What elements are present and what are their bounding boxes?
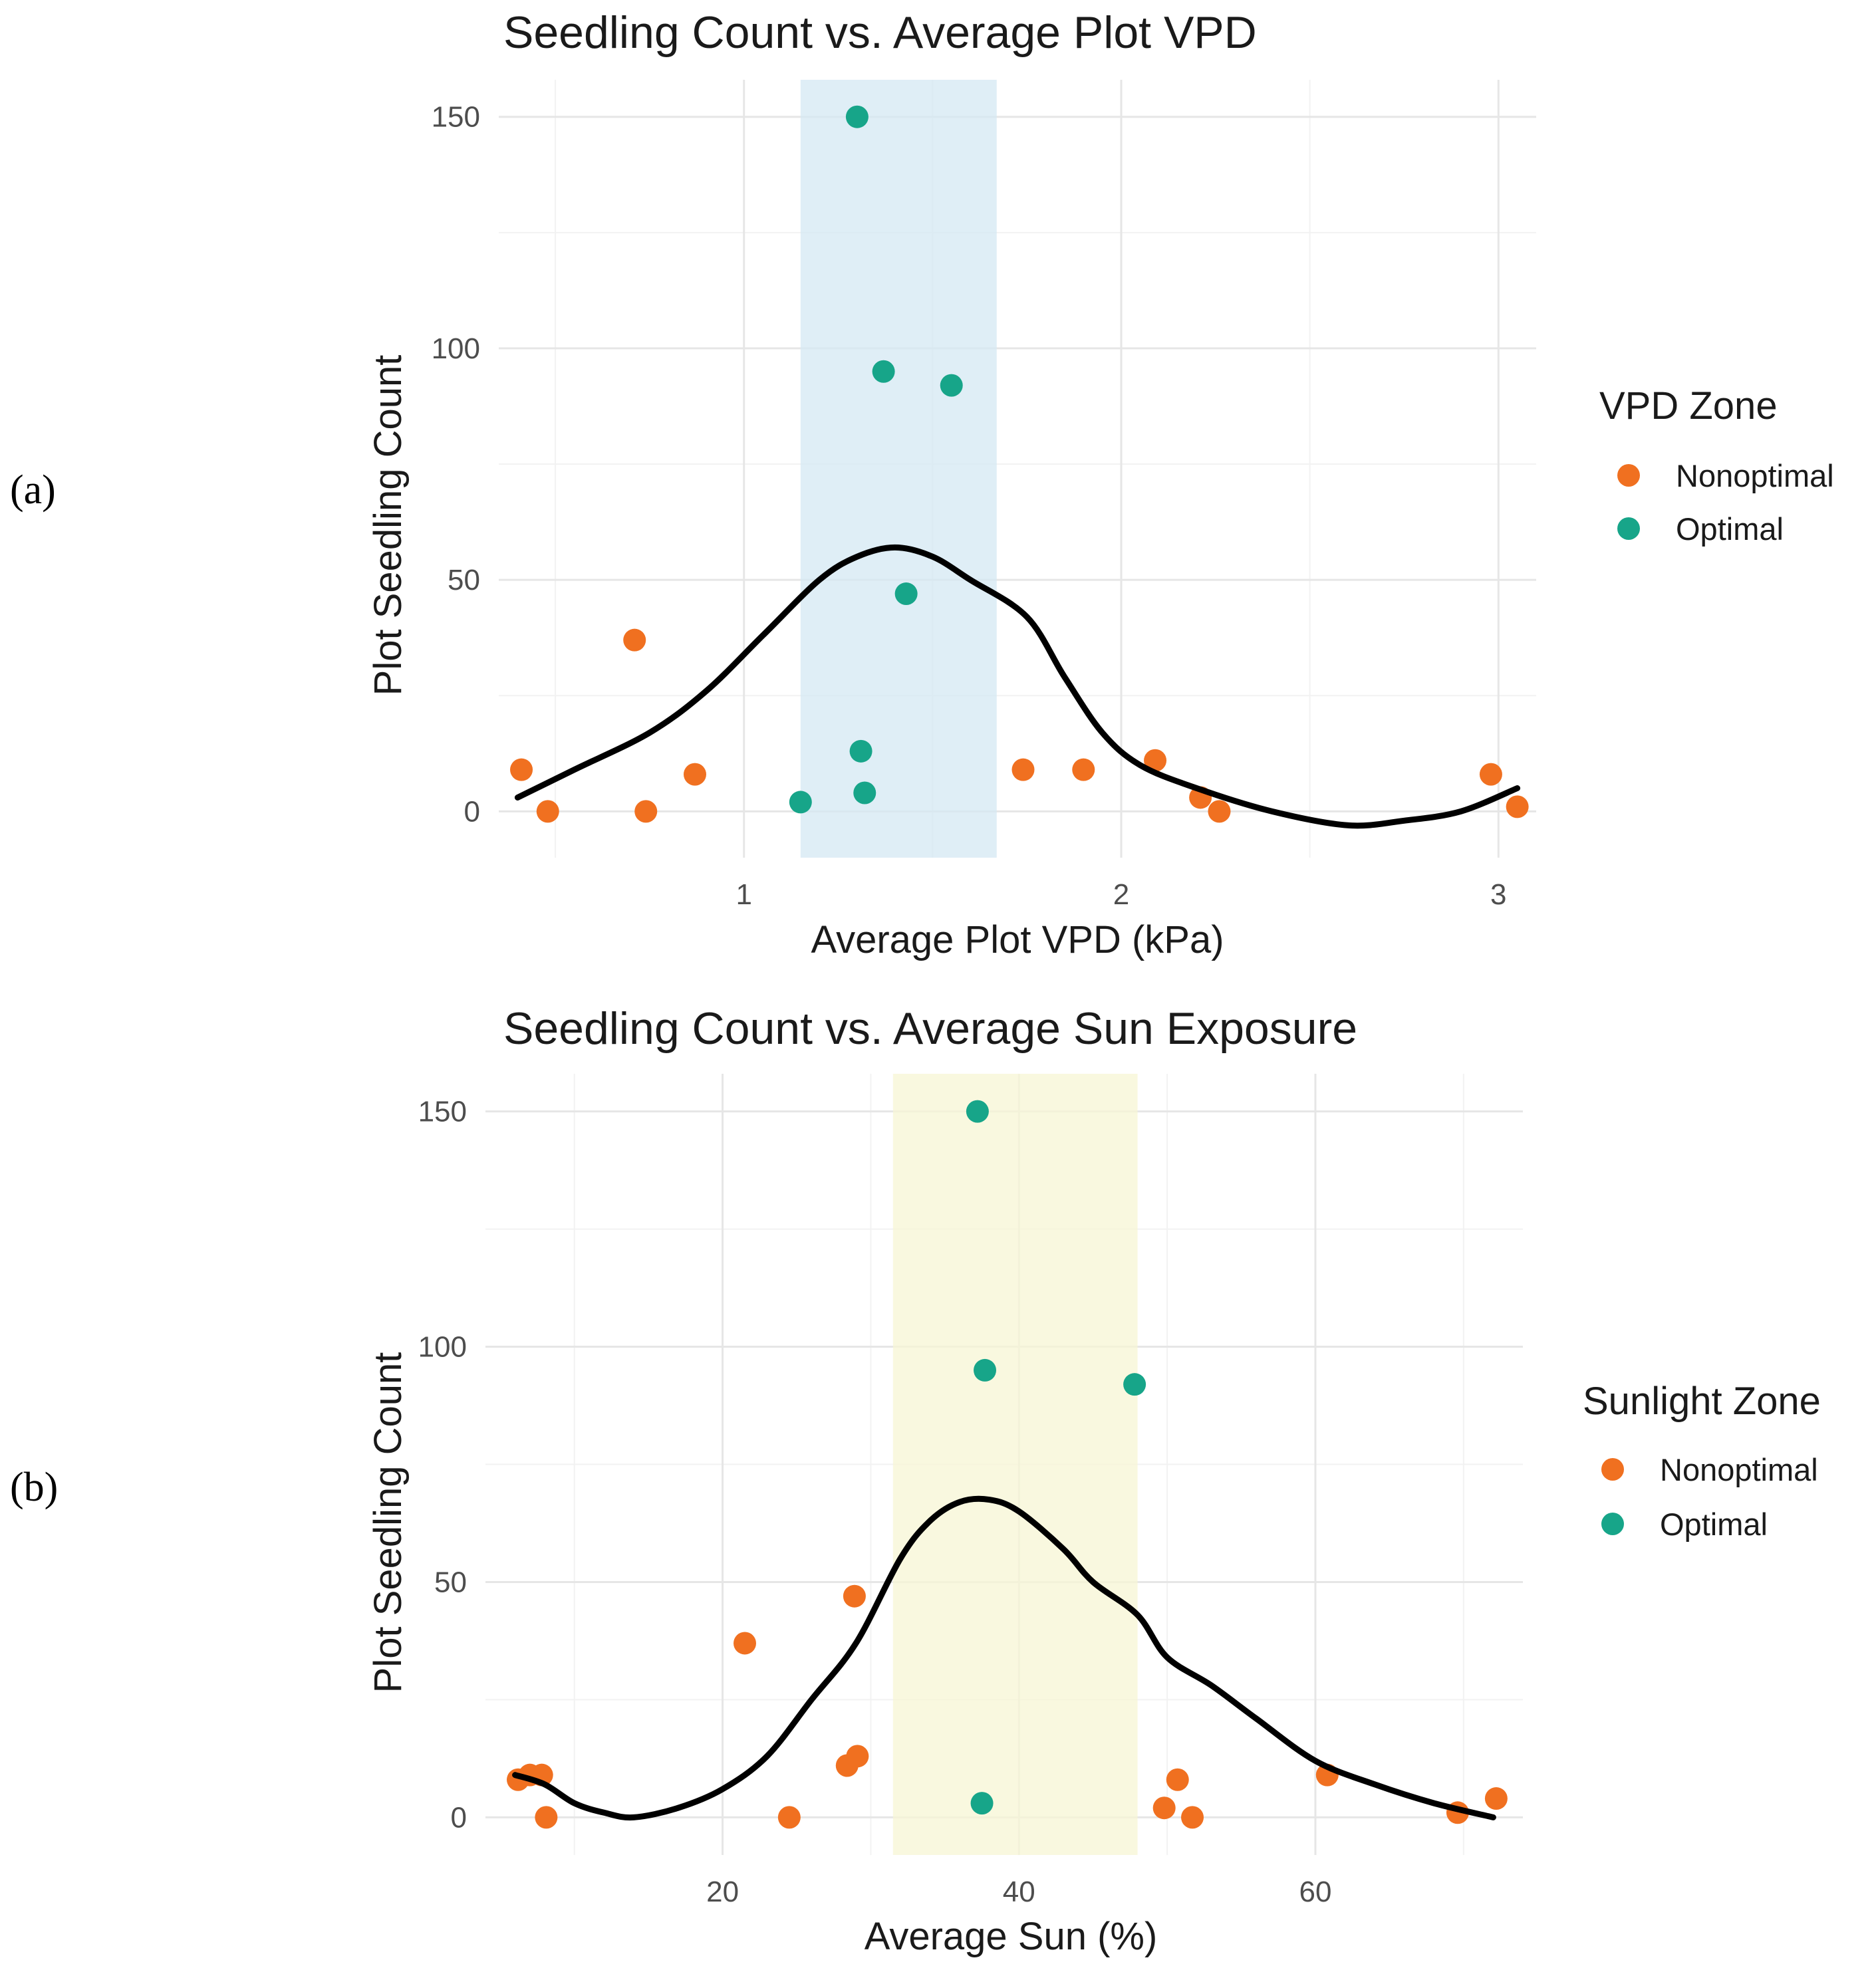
panel-a-point-nonoptimal — [683, 763, 706, 786]
panel-a-legend-optimal-label: Optimal — [1676, 511, 1784, 547]
panel-a-y-tick-label: 50 — [448, 564, 480, 596]
panel-a-legend: VPD Zone Nonoptimal Optimal — [1599, 384, 1834, 547]
panel-b-point-nonoptimal — [1484, 1787, 1508, 1810]
panel-a-legend-nonoptimal-label: Nonoptimal — [1676, 458, 1834, 493]
panel-b-smooth-curve — [512, 1495, 1496, 1821]
panel-b-point-nonoptimal — [846, 1745, 869, 1768]
panel-a: (a) Seedling Count vs. Average Plot VPD … — [10, 7, 1834, 961]
panel-a-legend-nonoptimal-marker — [1617, 464, 1640, 487]
panel-a-y-tick-label: 0 — [464, 795, 480, 828]
panel-a-point-optimal — [894, 582, 918, 606]
panel-a-x-tick-label: 3 — [1490, 878, 1506, 911]
panel-a-point-nonoptimal — [1506, 795, 1529, 818]
panel-b-plot-area: 20 40 60 0 50 100 150 — [418, 1074, 1523, 1908]
panel-b-point-nonoptimal — [535, 1806, 558, 1829]
panel-b-point-optimal — [1123, 1373, 1146, 1396]
panel-a-point-nonoptimal — [510, 758, 533, 781]
panel-a-point-nonoptimal — [1011, 758, 1035, 781]
panel-b-legend-nonoptimal-marker — [1601, 1458, 1624, 1481]
panel-a-point-optimal — [789, 791, 812, 814]
panel-b-point-optimal — [966, 1100, 989, 1123]
panel-a-point-optimal — [872, 360, 895, 383]
panel-a-plot-area: 1 2 3 0 50 100 150 — [432, 80, 1536, 911]
panel-a-smooth-curve — [514, 544, 1521, 829]
panel-b-y-axis-title: Plot Seedling Count — [366, 1352, 410, 1693]
panel-b-x-tick-label: 60 — [1299, 1876, 1332, 1908]
panel-a-point-nonoptimal — [1479, 763, 1502, 786]
panel-b-legend-title: Sunlight Zone — [1583, 1380, 1821, 1423]
panel-b-title: Seedling Count vs. Average Sun Exposure — [503, 1003, 1357, 1054]
panel-b-point-nonoptimal — [843, 1584, 866, 1608]
panel-a-point-nonoptimal — [536, 800, 559, 823]
panel-a-point-nonoptimal — [1144, 749, 1167, 772]
panel-a-point-optimal — [940, 374, 963, 397]
panel-a-optimal-band — [800, 80, 997, 858]
panel-a-x-tick-label: 2 — [1113, 878, 1129, 911]
panel-a-point-optimal — [849, 739, 872, 763]
panel-a-label: (a) — [10, 467, 56, 513]
panel-b-y-tick-label: 150 — [418, 1096, 467, 1128]
panel-a-y-tick-label: 150 — [432, 101, 480, 134]
panel-b-point-nonoptimal — [1166, 1768, 1189, 1791]
panel-b-y-tick-label: 100 — [418, 1331, 467, 1364]
panel-b-legend-nonoptimal-label: Nonoptimal — [1660, 1452, 1818, 1487]
panel-a-y-axis-title: Plot Seedling Count — [366, 355, 410, 696]
panel-b-label: (b) — [10, 1465, 58, 1510]
panel-b-point-optimal — [970, 1792, 994, 1815]
panel-a-point-optimal — [845, 105, 869, 128]
panel-b-legend: Sunlight Zone Nonoptimal Optimal — [1583, 1380, 1821, 1542]
panel-b-point-nonoptimal — [734, 1632, 756, 1655]
panel-b-x-tick-label: 40 — [1003, 1876, 1035, 1908]
panel-b: (b) Seedling Count vs. Average Sun Expos… — [10, 1003, 1821, 1958]
panel-b-y-tick-label: 50 — [434, 1566, 467, 1598]
panel-b-point-nonoptimal — [777, 1806, 801, 1829]
panel-b-point-nonoptimal — [1181, 1806, 1204, 1829]
panel-b-point-optimal — [974, 1358, 997, 1382]
panel-a-point-optimal — [853, 781, 876, 804]
panel-a-point-nonoptimal — [634, 800, 658, 823]
panel-b-point-nonoptimal — [1152, 1796, 1176, 1820]
panel-a-title: Seedling Count vs. Average Plot VPD — [503, 7, 1257, 58]
panel-b-optimal-band — [892, 1074, 1138, 1855]
panel-a-point-nonoptimal — [623, 628, 646, 652]
panel-a-point-nonoptimal — [1072, 758, 1095, 781]
panel-b-x-tick-label: 20 — [706, 1876, 739, 1908]
panel-a-point-nonoptimal — [1208, 800, 1231, 823]
panel-a-legend-title: VPD Zone — [1599, 384, 1778, 428]
panel-b-legend-optimal-marker — [1601, 1513, 1624, 1535]
panel-a-legend-optimal-marker — [1617, 517, 1640, 540]
panel-b-x-axis-title: Average Sun (%) — [865, 1915, 1158, 1958]
panel-a-y-tick-label: 100 — [432, 332, 480, 365]
panel-b-y-tick-label: 0 — [451, 1801, 467, 1834]
panel-b-legend-optimal-label: Optimal — [1660, 1507, 1768, 1542]
panel-a-x-axis-title: Average Plot VPD (kPa) — [811, 918, 1224, 961]
panel-a-x-tick-label: 1 — [736, 878, 751, 911]
